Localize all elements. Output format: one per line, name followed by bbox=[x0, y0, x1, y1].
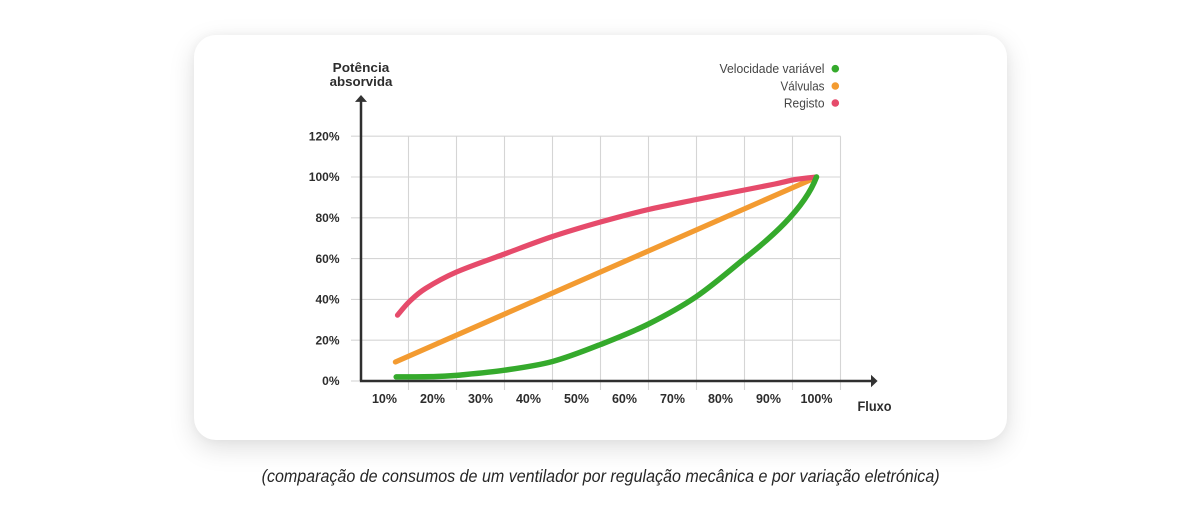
svg-text:Registo: Registo bbox=[784, 95, 825, 110]
svg-text:50%: 50% bbox=[564, 392, 589, 406]
svg-text:10%: 10% bbox=[372, 392, 397, 406]
svg-text:20%: 20% bbox=[315, 333, 339, 347]
svg-text:40%: 40% bbox=[315, 293, 339, 307]
svg-text:Potência: Potência bbox=[333, 61, 391, 75]
svg-text:100%: 100% bbox=[309, 170, 340, 184]
svg-text:60%: 60% bbox=[612, 392, 637, 406]
svg-text:80%: 80% bbox=[708, 392, 733, 406]
svg-text:(comparação de consumos de um: (comparação de consumos de um ventilador… bbox=[262, 466, 940, 486]
svg-text:70%: 70% bbox=[660, 392, 685, 406]
svg-text:30%: 30% bbox=[468, 392, 493, 406]
svg-text:Válvulas: Válvulas bbox=[781, 78, 825, 93]
svg-text:60%: 60% bbox=[315, 252, 339, 266]
svg-text:40%: 40% bbox=[516, 392, 541, 406]
svg-text:100%: 100% bbox=[801, 392, 833, 406]
svg-text:90%: 90% bbox=[756, 392, 781, 406]
svg-text:120%: 120% bbox=[309, 129, 340, 143]
svg-text:20%: 20% bbox=[420, 392, 445, 406]
svg-text:Velocidade variável: Velocidade variável bbox=[720, 61, 825, 76]
svg-text:Fluxo: Fluxo bbox=[858, 399, 892, 414]
svg-text:absorvida: absorvida bbox=[330, 75, 394, 89]
svg-text:80%: 80% bbox=[315, 211, 339, 225]
svg-text:0%: 0% bbox=[322, 374, 340, 388]
